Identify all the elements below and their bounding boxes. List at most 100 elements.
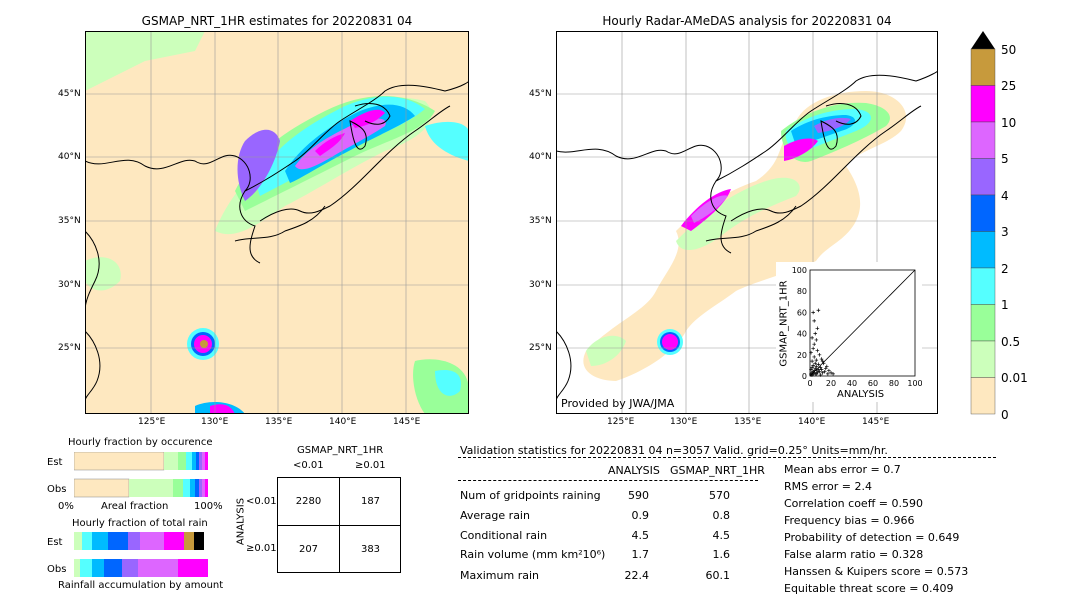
contingency-cell-fp: 187 xyxy=(360,496,381,507)
scatter-point xyxy=(829,371,833,375)
stat-gsmap-gridpoints: 570 xyxy=(709,489,730,502)
right-typhoon-core xyxy=(662,334,678,350)
colorbar-label-5: 5 xyxy=(1001,152,1009,166)
left-map-background xyxy=(85,31,469,414)
contingency-divider-h xyxy=(278,525,400,526)
left-lon-140: 140°E xyxy=(329,417,357,427)
contingency-cell-fn: 207 xyxy=(298,544,319,555)
colorbar xyxy=(970,31,996,415)
contingency-cell-tn: 2280 xyxy=(295,496,322,507)
scatter-point xyxy=(816,308,821,313)
occurrence-est-label: Est xyxy=(47,457,63,468)
colorbar-label-10: 10 xyxy=(1001,116,1017,130)
score-rmse: RMS error = 2.4 xyxy=(784,480,872,493)
total-rain-est-label: Est xyxy=(47,537,63,548)
validation-col-rule xyxy=(458,480,758,481)
scatter-x-tick-label: 40 xyxy=(847,379,857,388)
scatter-point xyxy=(810,336,814,340)
total-rain-footer: Rainfall accumulation by amount xyxy=(58,580,224,591)
occurrence-bars xyxy=(74,452,208,498)
left-lat-25: 25°N xyxy=(58,343,81,353)
left-map-title: GSMAP_NRT_1HR estimates for 20220831 04 xyxy=(141,14,413,28)
scatter-point xyxy=(820,359,825,363)
score-ets: Equitable threat score = 0.409 xyxy=(784,582,954,595)
scatter-point xyxy=(822,369,827,374)
left-rain-zone-nw xyxy=(85,31,205,91)
scatter-point xyxy=(814,364,819,369)
colorbar-swatch xyxy=(970,231,996,269)
left-rain-zone-purple xyxy=(237,129,280,201)
scatter-point xyxy=(814,358,819,362)
stat-label-conditional: Conditional rain xyxy=(460,529,548,542)
scatter-point xyxy=(815,348,820,353)
scatter-y-tick-label: 60 xyxy=(797,308,807,317)
left-lon-125: 125°E xyxy=(138,417,166,427)
colorbar-label-4: 4 xyxy=(1001,189,1009,203)
right-lat-45: 45°N xyxy=(529,89,552,99)
stat-analysis-average: 0.9 xyxy=(631,509,650,522)
contingency-col-lt: <0.01 xyxy=(293,460,324,471)
right-rain-magenta xyxy=(784,138,818,161)
scatter-point xyxy=(823,366,828,371)
scatter-points xyxy=(809,308,835,377)
left-lat-35: 35°N xyxy=(58,216,81,226)
colorbar-swatch xyxy=(970,121,996,159)
colorbar-swatch xyxy=(970,340,996,378)
left-lat-45: 45°N xyxy=(58,89,81,99)
left-typhoon-eye xyxy=(200,340,208,348)
scatter-xlabel: ANALYSIS xyxy=(837,389,885,400)
contingency-row-ge: ≥0.01 xyxy=(246,543,277,554)
scatter-point xyxy=(814,338,819,342)
scatter-diagonal xyxy=(809,269,916,377)
scatter-point xyxy=(809,367,813,372)
right-map-title: Hourly Radar-AMeDAS analysis for 2022083… xyxy=(602,14,892,28)
occurrence-title: Hourly fraction by occurence xyxy=(68,437,213,448)
scatter-y-tick-label: 80 xyxy=(797,287,807,296)
right-lon-130: 130°E xyxy=(670,417,698,427)
score-mae: Mean abs error = 0.7 xyxy=(784,463,901,476)
scatter-x-ticks: 0 20 40 60 80 100 xyxy=(807,379,922,388)
scatter-point xyxy=(821,361,826,366)
colorbar-label-0-5: 0.5 xyxy=(1001,335,1021,349)
colorbar-swatch xyxy=(970,158,996,196)
right-rain-light xyxy=(676,177,800,251)
scatter-point xyxy=(812,368,816,373)
scatter-point xyxy=(809,350,813,355)
right-rain-west-violet xyxy=(691,195,728,223)
scatter-x-tick-label: 20 xyxy=(826,379,836,388)
colorbar-swatch xyxy=(970,85,996,123)
scatter-y-tick-label: 0 xyxy=(802,372,807,381)
scatter-point xyxy=(819,367,824,372)
stat-gsmap-conditional: 4.5 xyxy=(712,529,731,542)
contingency-cell-tp: 383 xyxy=(360,544,381,555)
stat-gsmap-average: 0.8 xyxy=(712,509,731,522)
colorbar-extend-arrow xyxy=(971,31,995,49)
score-hk: Hanssen & Kuipers score = 0.573 xyxy=(784,565,969,578)
occurrence-axis-right: 100% xyxy=(194,501,223,512)
scatter-point xyxy=(814,372,819,376)
scatter-ylabel: GSMAP_NRT_1HR xyxy=(778,280,790,367)
score-pod: Probability of detection = 0.649 xyxy=(784,531,960,544)
stat-analysis-gridpoints: 590 xyxy=(628,489,649,502)
scatter-point xyxy=(810,365,814,370)
scatter-point xyxy=(816,362,821,367)
scatter-y-tick-label: 20 xyxy=(797,351,807,360)
left-rain-zone-south-core xyxy=(210,404,235,414)
left-lon-145: 145°E xyxy=(393,417,421,427)
scatter-point xyxy=(817,369,822,374)
left-lat-30: 30°N xyxy=(58,280,81,290)
contingency-row-lt: <0.01 xyxy=(246,496,277,507)
right-lat-35: 35°N xyxy=(529,216,552,226)
colorbar-label-50: 50 xyxy=(1001,43,1017,57)
right-map-credit: Provided by JWA/JMA xyxy=(561,397,675,410)
scatter-point xyxy=(811,372,815,376)
validation-header-rule xyxy=(458,457,996,458)
scatter-point xyxy=(811,310,815,315)
stat-label-maximum: Maximum rain xyxy=(460,569,539,582)
scatter-point xyxy=(819,357,824,361)
scatter-point xyxy=(813,361,818,366)
scatter-x-tick-label: 100 xyxy=(907,379,922,388)
scatter-y-tick-label: 100 xyxy=(792,266,807,275)
left-map xyxy=(85,31,469,414)
scatter-point xyxy=(820,371,825,375)
